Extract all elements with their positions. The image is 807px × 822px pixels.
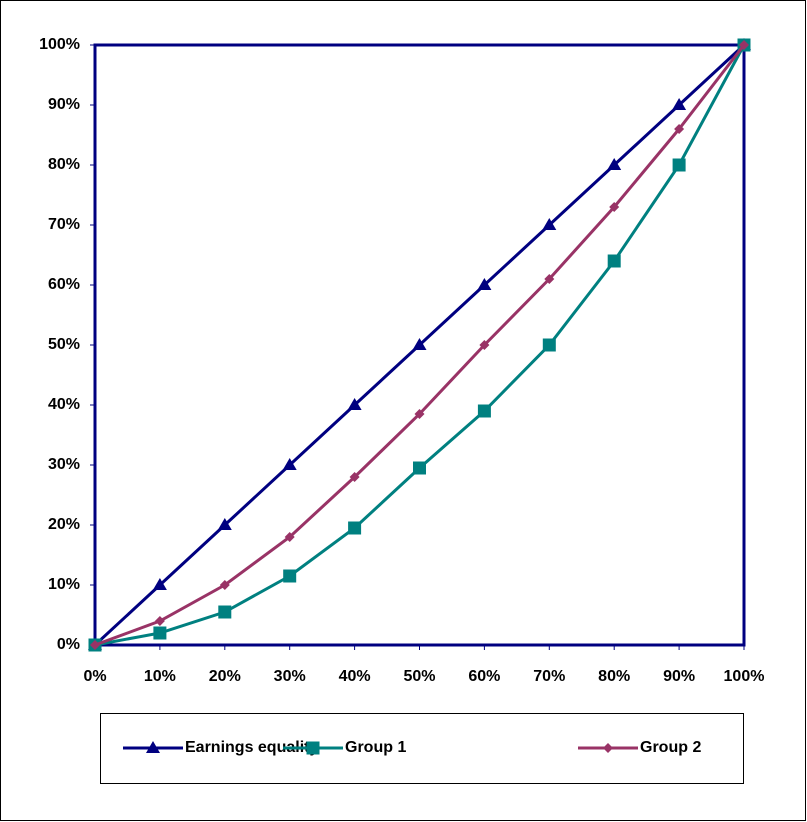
marker <box>542 218 557 230</box>
legend-label: Earnings equality <box>185 739 318 756</box>
x-tick-label: 80% <box>598 668 630 685</box>
y-tick-label: 0% <box>57 636 80 653</box>
y-tick-label: 100% <box>39 36 80 53</box>
x-tick-label: 90% <box>663 668 695 685</box>
x-tick-label: 10% <box>144 668 176 685</box>
marker <box>90 640 100 650</box>
marker <box>153 626 167 640</box>
y-tick-label: 70% <box>48 216 80 233</box>
marker <box>609 202 620 212</box>
marker <box>412 338 427 350</box>
marker <box>479 340 490 350</box>
marker <box>672 98 687 110</box>
marker <box>306 741 320 755</box>
x-tick-label: 0% <box>83 668 106 685</box>
marker <box>283 569 297 583</box>
marker <box>607 254 621 268</box>
marker <box>282 458 297 470</box>
x-tick-label: 60% <box>468 668 500 685</box>
y-tick-label: 40% <box>48 396 80 413</box>
marker <box>477 278 492 290</box>
marker <box>219 580 230 590</box>
x-tick-label: 30% <box>274 668 306 685</box>
marker <box>284 532 295 542</box>
marker <box>348 521 362 535</box>
marker <box>739 40 749 50</box>
x-tick-label: 70% <box>533 668 565 685</box>
marker <box>544 274 555 284</box>
legend-label: Group 2 <box>640 739 701 756</box>
marker <box>349 472 360 482</box>
x-tick-label: 100% <box>724 668 765 685</box>
marker <box>414 409 425 419</box>
marker <box>347 398 362 410</box>
x-tick-label: 20% <box>209 668 241 685</box>
y-tick-label: 20% <box>48 516 80 533</box>
marker <box>413 461 426 475</box>
y-tick-label: 60% <box>48 276 80 293</box>
marker <box>603 743 613 753</box>
marker <box>154 616 165 626</box>
y-tick-label: 80% <box>48 156 80 173</box>
marker <box>146 741 160 753</box>
marker <box>607 158 622 170</box>
marker <box>152 578 167 590</box>
y-tick-label: 50% <box>48 336 80 353</box>
y-tick-label: 10% <box>48 576 80 593</box>
marker <box>217 518 232 530</box>
y-tick-label: 90% <box>48 96 80 113</box>
x-tick-label: 40% <box>339 668 371 685</box>
y-tick-label: 30% <box>48 456 80 473</box>
marker <box>672 158 686 172</box>
x-tick-label: 50% <box>403 668 435 685</box>
marker <box>542 338 556 352</box>
marker <box>674 124 685 134</box>
legend-label: Group 1 <box>345 739 406 756</box>
marker <box>477 404 491 418</box>
marker <box>218 605 232 619</box>
